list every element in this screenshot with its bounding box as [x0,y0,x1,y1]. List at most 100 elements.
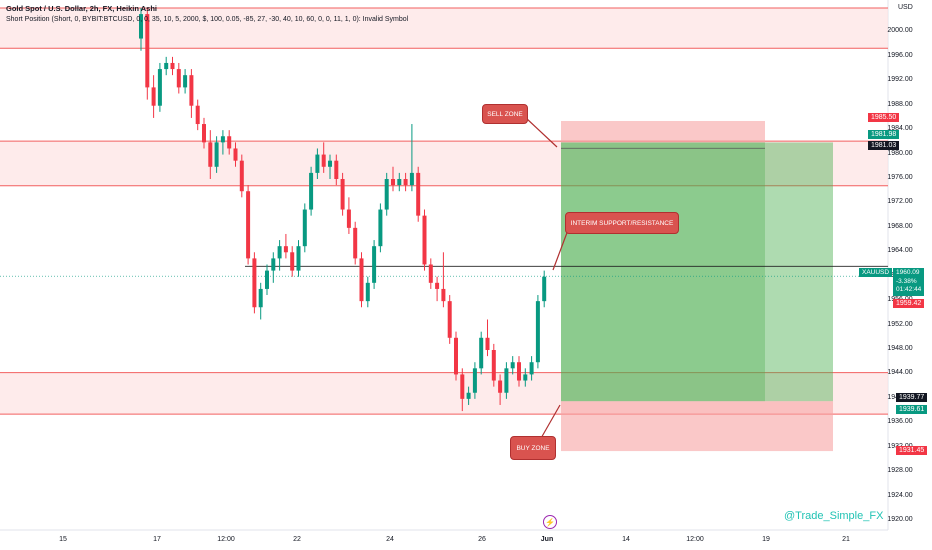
take-profit-inner-area [561,142,765,402]
time-tick-label: 17 [153,536,161,543]
price-tick-label: 1964.00 [887,247,913,255]
candle-body [365,282,370,302]
candle-body [378,209,383,247]
time-tick-label: 19 [762,536,770,543]
candle-body [233,148,238,161]
indicator-legend[interactable]: Short Position (Short, 0, BYBIT:BTCUSD, … [6,16,409,23]
candle-body [220,136,225,143]
price-tick-label: 1984.00 [887,125,913,133]
price-tick-label: 2000.00 [887,27,913,35]
lower-loss-area [561,401,833,452]
candle-body [246,191,251,259]
entry-low-badge: 1981.03 [868,141,900,150]
candle-body [504,368,509,393]
candle-body [315,154,320,173]
stop-price-badge: 1985.50 [868,113,900,122]
buy-zone-callout[interactable]: BUY ZONE [510,436,556,460]
candle-body [227,136,232,149]
candle-body [485,337,490,350]
entry-high-badge: 1981.98 [868,130,900,139]
candle-body [145,14,150,88]
candle-body [384,179,389,210]
top-resistance-zone [0,8,888,49]
candle-body [271,258,276,271]
candle-body [176,69,181,88]
candle-body [277,246,282,259]
price-tick-label: 1924.00 [887,491,913,499]
candle-body [435,282,440,289]
candle-body [208,142,213,167]
currency-label: USD [898,4,913,11]
candle-body [265,270,269,289]
candle-body [491,350,496,381]
time-tick-label: 26 [478,536,486,543]
price-tick-label: 1988.00 [887,100,913,108]
candle-body [309,172,314,210]
candle-body [397,179,402,186]
author-watermark: @Trade_Simple_FX [784,510,884,522]
symbol-badge: XAUUSD [859,268,893,277]
candle-body [403,179,408,186]
candle-body [416,172,421,216]
price-tick-label: 1996.00 [887,51,913,59]
price-tick-label: 1952.00 [887,320,913,328]
price-tick-label: 1992.00 [887,76,913,84]
candle-body [139,14,143,39]
candle-body [535,301,540,363]
buy-zone-pointer [539,404,561,441]
candle-body [296,246,301,271]
interim-support-callout[interactable]: INTERIM SUPPORT/RESISTANCE [565,212,679,234]
candle-body [164,62,169,70]
candle-body [334,160,339,179]
candle-body [346,209,351,228]
lightning-icon[interactable]: ⚡ [543,515,557,529]
candle-body [460,374,465,399]
candle-body [157,69,162,106]
candle-body [542,276,547,302]
last-price-badge: 1960.09 -3.38% 01:42:44 [893,268,925,296]
candle-body [479,337,484,369]
candle-body [258,288,263,308]
candle-body [170,62,175,70]
price-tick-label: 1936.00 [887,418,913,426]
chart-title: Gold Spot / U.S. Dollar, 2h, FX, Heikin … [6,4,157,13]
lower-level-badge: 1931.45 [896,446,928,455]
candle-body [454,337,458,375]
time-tick-label: Jun [540,536,554,543]
target-high-badge: 1939.77 [896,393,928,402]
candle-body [498,380,503,393]
candle-body [447,301,452,338]
candle-body [195,105,200,125]
price-tick-label: 1968.00 [887,222,913,230]
price-tick-label: 1920.00 [887,516,913,523]
candle-body [441,288,446,302]
price-change: -3.38% [896,277,917,285]
price-tick-label: 1928.00 [887,467,913,475]
candle-body [290,252,295,271]
time-tick-label: 24 [386,536,394,543]
candle-body [302,209,307,247]
bid-badge: 1959.42 [893,299,925,308]
candle-body [183,75,188,88]
candle-body [409,172,414,186]
candle-body [472,368,477,393]
price-tick-label: 1944.00 [887,369,913,377]
candle-body [466,392,471,399]
interim-pointer [552,229,569,271]
time-tick-label: 21 [842,536,850,543]
price-tick-label: 1980.00 [887,149,913,157]
candle-body [151,87,156,106]
sell-zone-callout[interactable]: SELL ZONE [482,104,528,124]
stop-loss-area [561,120,765,143]
candle-body [189,75,194,106]
time-tick-label: 15 [59,536,67,543]
candle-body [283,246,288,253]
bar-countdown: 01:42:44 [896,286,922,293]
sell-zone-pointer [525,117,558,148]
target-low-badge: 1939.61 [896,405,928,414]
candle-body [517,362,521,381]
candle-body [359,258,364,302]
candle-body [523,374,528,381]
